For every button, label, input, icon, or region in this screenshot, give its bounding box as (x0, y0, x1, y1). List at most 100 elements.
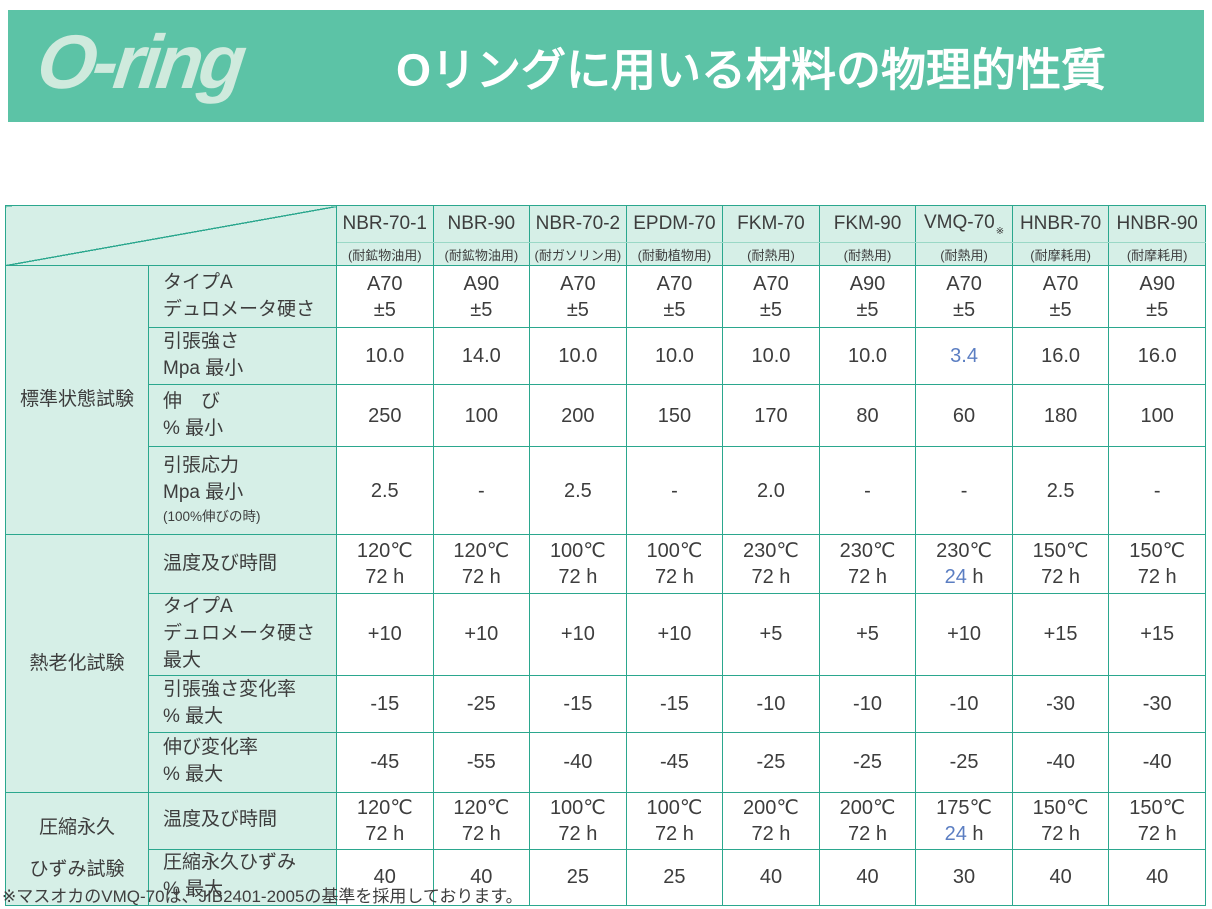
value-line: +10 (530, 621, 626, 647)
value-cell: 40 (818, 848, 917, 906)
value-line: 72 h (820, 821, 916, 847)
value-line: +15 (1109, 621, 1205, 647)
value-cell: 250 (336, 384, 434, 447)
value-text: 40 (373, 866, 396, 889)
value-text: 230℃ (839, 540, 896, 562)
value-text: 10.0 (558, 345, 598, 367)
value-line: 200℃ (723, 795, 819, 821)
value-line: A70 (530, 271, 626, 297)
value-line: 100℃ (627, 795, 723, 821)
value-cell: 2.5 (336, 446, 434, 535)
value-text: 100 (464, 404, 498, 427)
material-use-header: (耐摩耗用) (1011, 242, 1110, 266)
row-label-line: % 最大 (163, 879, 224, 901)
material-name-header: NBR-90 (432, 205, 531, 243)
value-line: ±5 (1109, 297, 1205, 323)
value-line: 150 (627, 403, 723, 429)
highlighted-value: 24 (944, 566, 967, 588)
value-text: ±5 (759, 298, 783, 321)
value-text: 80 (856, 404, 879, 427)
row-label-cell: 伸び変化率 % 最大 (148, 731, 337, 793)
material-properties-table: NBR-70-1 NBR-90 NBR-70-2 EPDM-70 FKM-70 FKM-9… (5, 205, 1206, 906)
row-label-cell: 圧縮永久ひずみ % 最大 (148, 848, 337, 906)
value-text: 2.5 (370, 479, 399, 502)
value-text: -25 (756, 751, 786, 774)
value-cell: -10 (818, 674, 917, 733)
material-use-header: (耐動植物用) (625, 242, 724, 266)
material-use-header: (耐ガソリン用) (529, 242, 627, 266)
value-line: A90 (820, 271, 916, 297)
value-line: 30 (916, 864, 1012, 890)
value-line: +10 (434, 621, 530, 647)
value-cell: 80 (818, 384, 917, 447)
value-cell: 30 (915, 848, 1013, 906)
row-label-line: タイプA (163, 271, 233, 293)
row-label-line: デュロメータ硬さ (163, 298, 316, 320)
value-text: -40 (1046, 751, 1076, 774)
value-line: -25 (723, 749, 819, 775)
value-text: -25 (466, 692, 496, 715)
value-cell: -30 (1108, 674, 1206, 733)
value-cell: 2.5 (1011, 446, 1110, 535)
row-label-cell: 引張強さ Mpa 最小 (148, 327, 337, 385)
row-label-line: 引張応力 (163, 455, 240, 477)
value-line: 72 h (723, 821, 819, 847)
value-text: 30 (952, 866, 976, 889)
row-label-line: Mpa 最小 (163, 482, 244, 504)
value-text: +10 (367, 623, 402, 646)
header-row-names: NBR-70-1 NBR-90 NBR-70-2 EPDM-70 FKM-70 FKM-9… (5, 205, 1206, 266)
value-text: 25 (663, 866, 686, 889)
value-cell: 40 (432, 848, 531, 906)
value-text: 40 (856, 866, 879, 889)
value-text: 250 (368, 404, 402, 427)
value-cell: 25 (625, 848, 724, 906)
value-text: A90 (1139, 272, 1175, 295)
value-cell: -40 (1011, 731, 1110, 793)
value-text: 10.0 (365, 345, 405, 367)
value-line: -15 (530, 691, 626, 717)
reference-mark-icon: ※ (995, 225, 1005, 237)
value-line: 72 h (434, 564, 530, 590)
value-line: 40 (1109, 864, 1205, 890)
table-row: 伸 び % 最小 250 100 200 150 170 80 60 180 100 (6, 384, 1206, 447)
value-line: 72 h (434, 821, 530, 847)
value-cell: 40 (722, 848, 820, 906)
value-text: ±5 (470, 298, 493, 321)
row-label-line: タイプA (163, 596, 233, 617)
value-text: 72 h (1137, 822, 1177, 845)
value-cell: 150 (625, 384, 724, 447)
value-line: 2.5 (530, 478, 626, 504)
value-line: 180 (1013, 403, 1109, 429)
material-name: HNBR-90 (1116, 213, 1198, 234)
value-line: 150℃ (1109, 538, 1205, 564)
table-row: 伸び変化率 % 最大 -45 -55 -40 -45 -25 -25 -25 -40 -40 (6, 731, 1206, 793)
row-label-cell: 引張応力 Mpa 最小 (100%伸びの時) (148, 446, 337, 535)
value-text: -15 (370, 692, 400, 715)
table-row: 標準状態試験 タイプA デュロメータ硬さ A70 ±5 A90 ±5 A70 ±5 A70 ±5 A7… (5, 265, 1206, 535)
group-label-cell: 標準状態試験 (5, 265, 149, 535)
value-cell: 10.0 (722, 327, 820, 385)
value-text: 40 (759, 866, 783, 889)
value-text: 150℃ (1032, 540, 1089, 562)
group-label-line: ひずみ試験 (29, 858, 125, 880)
row-label-cell: 温度及び時間 (148, 791, 337, 850)
value-line: ±5 (723, 297, 819, 323)
value-line: A70 (916, 271, 1012, 297)
value-line: 2.5 (337, 478, 433, 504)
value-line: 60 (916, 403, 1012, 429)
value-line: 120℃ (434, 538, 530, 564)
value-cell: A70 ±5 (336, 265, 434, 328)
value-cell: -25 (915, 731, 1013, 793)
footnote: ※マスオカのVMQ-70は、JIB2401-2005の基準を採用しております。 (2, 887, 523, 906)
value-line: 175℃ (916, 795, 1012, 821)
group-label-line: 標準状態試験 (19, 389, 134, 411)
value-cell: -10 (915, 674, 1013, 733)
value-text: 72 h (848, 566, 887, 588)
value-text: -55 (466, 751, 496, 774)
value-line: - (434, 478, 530, 504)
value-text: +10 (464, 623, 499, 646)
value-text: A70 (560, 272, 596, 295)
row-label-cell: タイプA デュロメータ硬さ 最大 (148, 593, 337, 676)
value-text: 10.0 (848, 345, 887, 367)
